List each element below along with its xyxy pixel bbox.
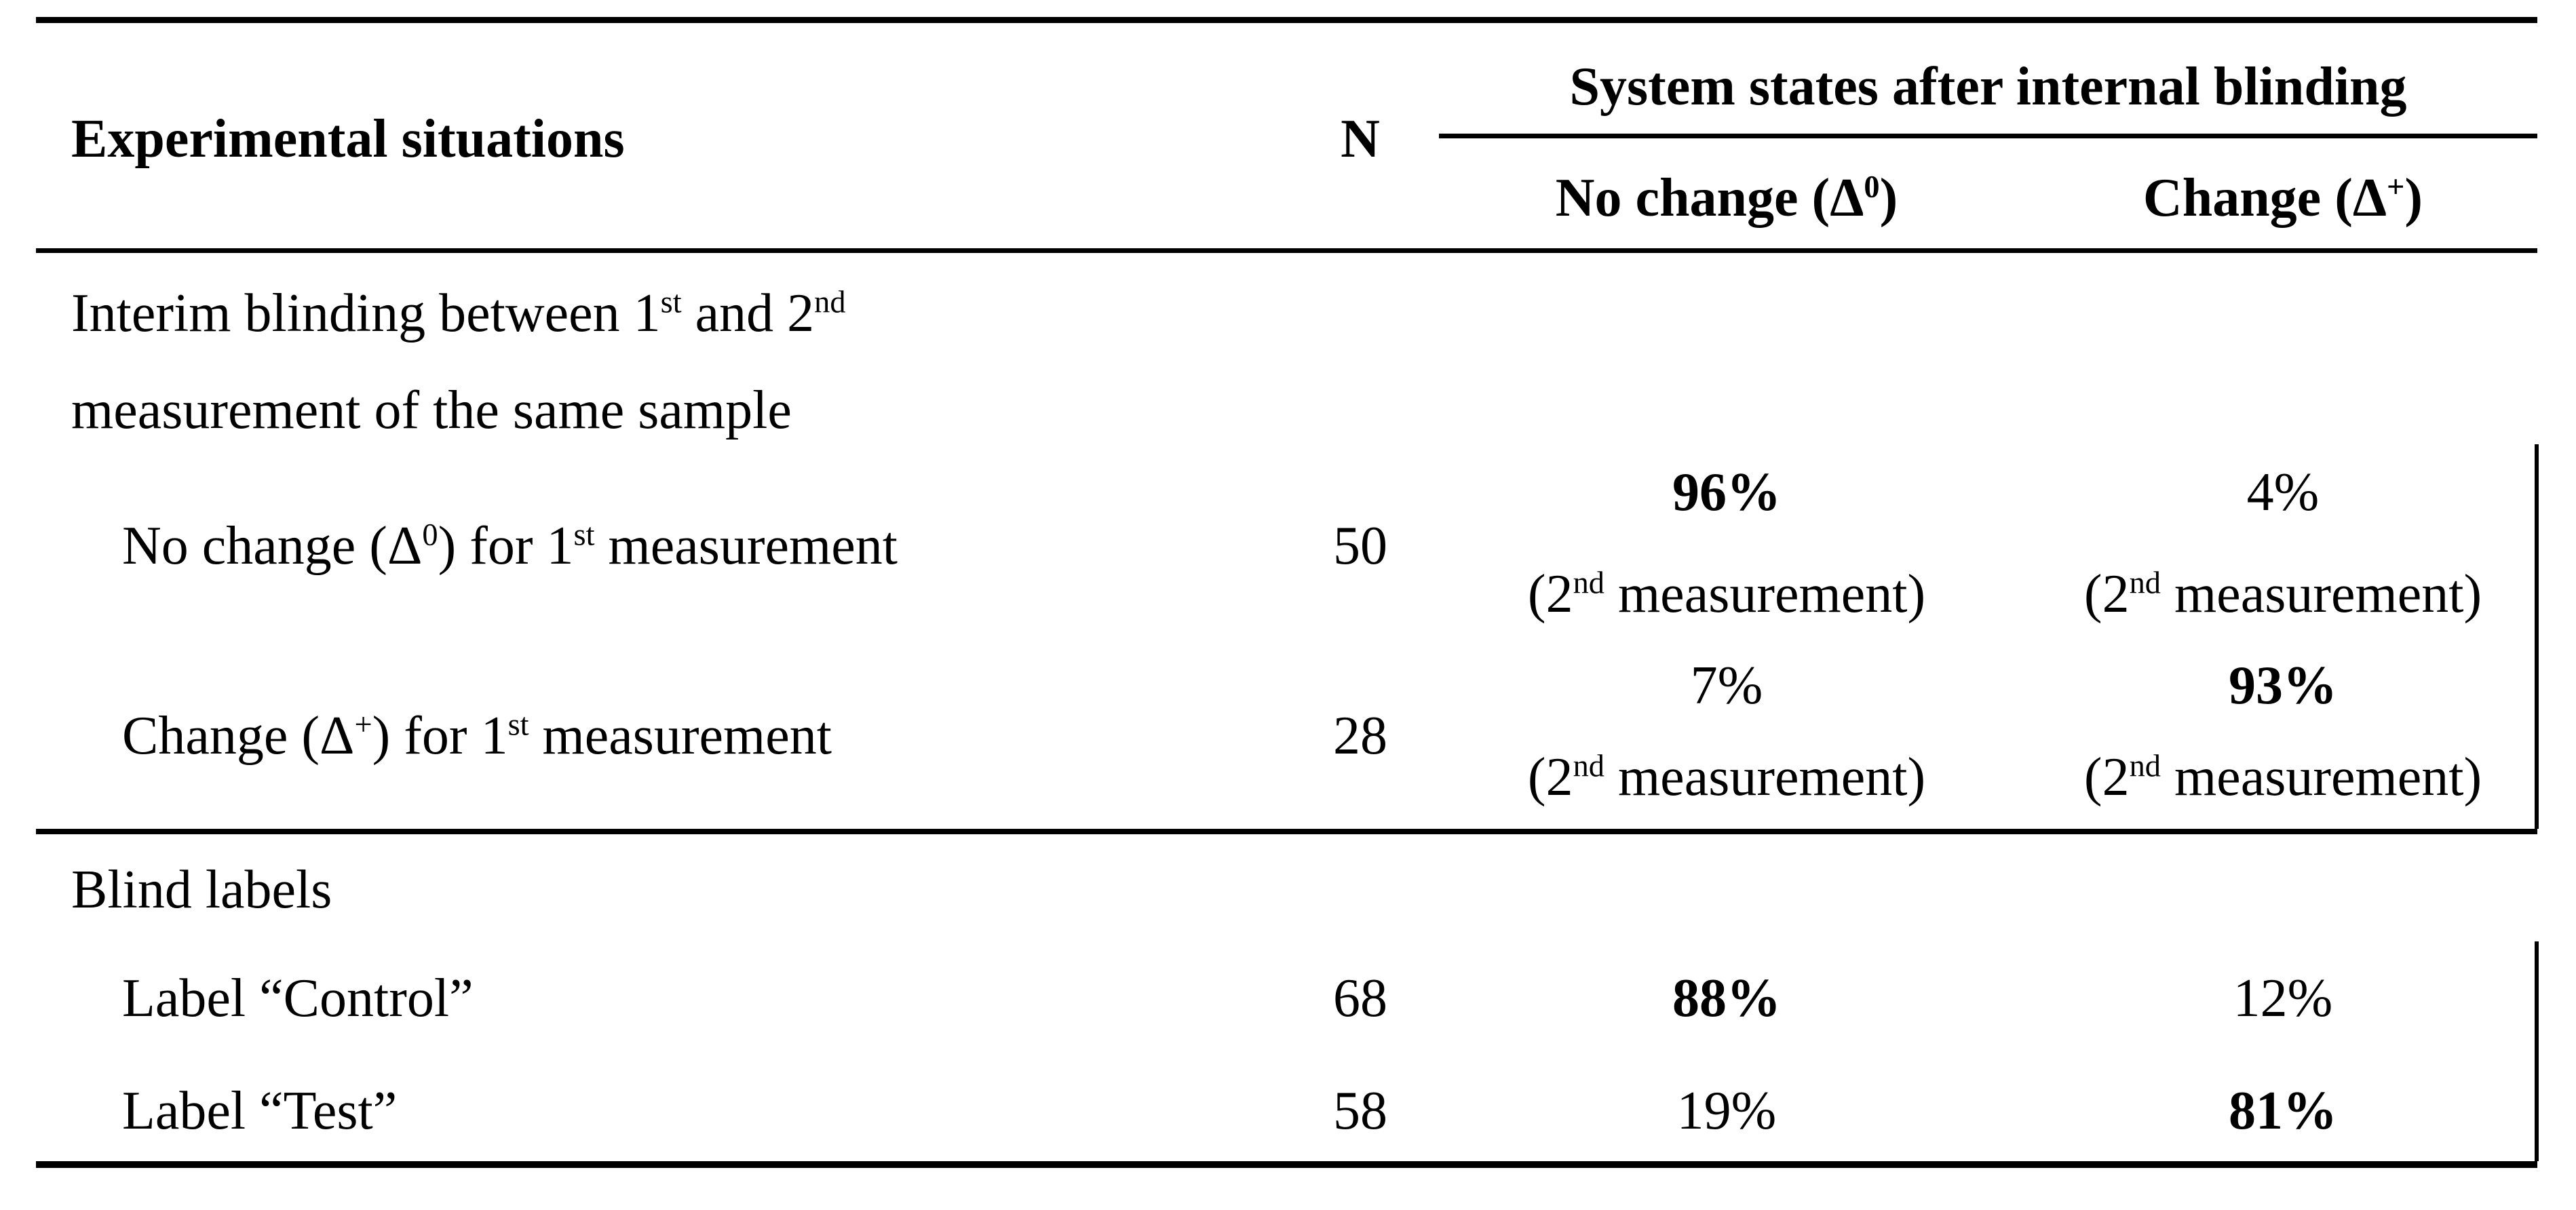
cell-change-percent: 4% <box>2246 463 2320 522</box>
cell-change-percent: 93% <box>2229 656 2337 716</box>
spanner-underline-rule <box>1439 134 2537 138</box>
cell-no-change-percent: 7% <box>1690 656 1763 716</box>
top-rule <box>36 17 2537 23</box>
right-vertical-rule-lower <box>2535 941 2539 1161</box>
row-label-change-1st: Change (Δ+) for 1st measurement <box>122 706 832 766</box>
right-vertical-rule-upper <box>2535 444 2539 829</box>
cell-change-note: (2nd measurement) <box>2083 747 2482 807</box>
cell-change-note: (2nd measurement) <box>2083 564 2482 624</box>
header-bottom-rule <box>36 248 2537 253</box>
section-divider-rule <box>36 829 2537 834</box>
bottom-rule <box>36 1161 2537 1168</box>
cell-n-value: 50 <box>1333 516 1387 576</box>
cell-change-percent: 12% <box>2233 969 2333 1028</box>
section-heading-interim-line2: measurement of the same sample <box>71 380 792 440</box>
cell-no-change-percent: 88% <box>1672 969 1781 1028</box>
row-label-no-change-1st: No change (Δ0) for 1st measurement <box>122 516 898 576</box>
cell-no-change-note: (2nd measurement) <box>1527 747 1926 807</box>
cell-change-percent: 81% <box>2229 1081 2337 1141</box>
cell-n-value: 28 <box>1333 706 1387 766</box>
cell-n-value: 68 <box>1333 969 1387 1028</box>
cell-n-value: 58 <box>1333 1081 1387 1141</box>
cell-no-change-note: (2nd measurement) <box>1527 564 1926 624</box>
column-header-no-change: No change (Δ0) <box>1555 168 1898 228</box>
column-header-experimental-situations: Experimental situations <box>71 109 625 169</box>
column-header-n: N <box>1341 109 1380 169</box>
cell-no-change-percent: 96% <box>1672 463 1781 522</box>
row-label-control: Label “Control” <box>122 969 474 1028</box>
row-label-test: Label “Test” <box>122 1081 398 1141</box>
section-heading-interim-line1: Interim blinding between 1st and 2nd <box>71 284 846 343</box>
column-header-change: Change (Δ+) <box>2142 168 2423 228</box>
spanner-header: System states after internal blinding <box>1569 57 2407 117</box>
cell-no-change-percent: 19% <box>1676 1081 1777 1141</box>
section-heading-blind-labels: Blind labels <box>71 860 332 920</box>
